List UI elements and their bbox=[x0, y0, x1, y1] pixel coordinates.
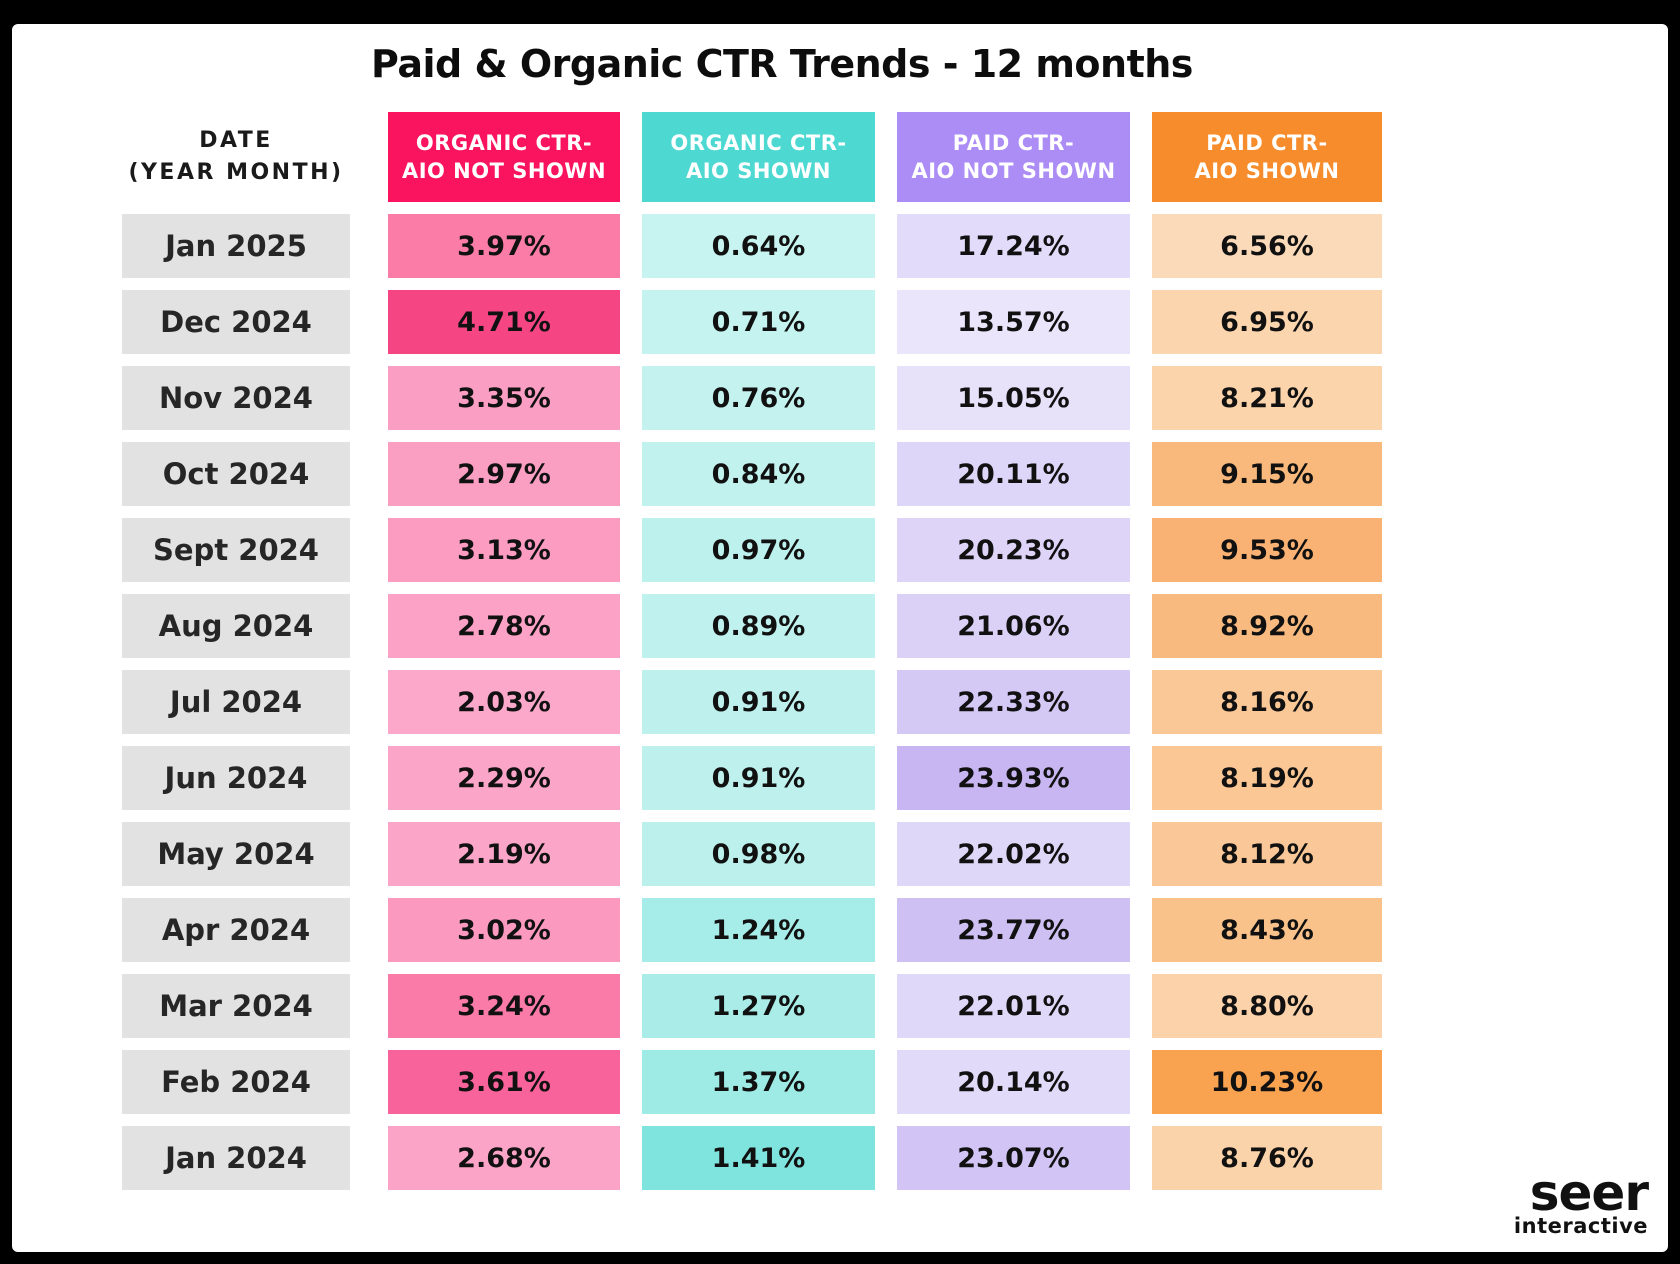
value-cell: 9.15% bbox=[1152, 442, 1382, 506]
header-line2: AIO SHOWN bbox=[1194, 159, 1340, 183]
value-cell: 20.11% bbox=[897, 442, 1130, 506]
value-cell: 9.53% bbox=[1152, 518, 1382, 582]
seer-interactive-logo: seer interactive bbox=[1513, 1163, 1649, 1238]
column-header-organic-ctr-aio-not-shown: ORGANIC CTR- AIO NOT SHOWN bbox=[388, 112, 620, 202]
value-cell: 6.56% bbox=[1152, 214, 1382, 278]
value-cell: 3.13% bbox=[388, 518, 620, 582]
value-cell: 1.37% bbox=[642, 1050, 875, 1114]
value-cell: 1.27% bbox=[642, 974, 875, 1038]
ctr-heatmap-table: DATE (YEAR MONTH) ORGANIC CTR- AIO NOT S… bbox=[122, 112, 1382, 1190]
row-label: Oct 2024 bbox=[122, 442, 350, 506]
value-cell: 6.95% bbox=[1152, 290, 1382, 354]
logo-subtext: interactive bbox=[1513, 1214, 1648, 1238]
row-label: May 2024 bbox=[122, 822, 350, 886]
logo-wordmark: seer bbox=[1529, 1163, 1649, 1222]
value-cell: 0.89% bbox=[642, 594, 875, 658]
value-cell: 15.05% bbox=[897, 366, 1130, 430]
value-cell: 23.77% bbox=[897, 898, 1130, 962]
header-line2: AIO SHOWN bbox=[685, 159, 832, 183]
value-cell: 8.80% bbox=[1152, 974, 1382, 1038]
value-cell: 8.21% bbox=[1152, 366, 1382, 430]
value-cell: 8.92% bbox=[1152, 594, 1382, 658]
date-header-line1: DATE bbox=[199, 128, 273, 154]
row-label: Dec 2024 bbox=[122, 290, 350, 354]
value-cell: 0.84% bbox=[642, 442, 875, 506]
value-cell: 8.16% bbox=[1152, 670, 1382, 734]
header-line1: PAID CTR- bbox=[952, 130, 1075, 155]
value-cell: 20.23% bbox=[897, 518, 1130, 582]
row-label: Jan 2024 bbox=[122, 1126, 350, 1190]
row-label: Aug 2024 bbox=[122, 594, 350, 658]
value-cell: 21.06% bbox=[897, 594, 1130, 658]
value-cell: 23.07% bbox=[897, 1126, 1130, 1190]
value-cell: 13.57% bbox=[897, 290, 1130, 354]
date-column-header: DATE (YEAR MONTH) bbox=[122, 112, 350, 202]
value-cell: 2.19% bbox=[388, 822, 620, 886]
row-label: Mar 2024 bbox=[122, 974, 350, 1038]
value-cell: 0.98% bbox=[642, 822, 875, 886]
header-line1: ORGANIC CTR- bbox=[415, 130, 593, 155]
value-cell: 10.23% bbox=[1152, 1050, 1382, 1114]
value-cell: 17.24% bbox=[897, 214, 1130, 278]
row-label: Sept 2024 bbox=[122, 518, 350, 582]
infographic-canvas: Paid & Organic CTR Trends - 12 months DA… bbox=[12, 24, 1668, 1252]
value-cell: 8.76% bbox=[1152, 1126, 1382, 1190]
value-cell: 1.24% bbox=[642, 898, 875, 962]
value-cell: 2.29% bbox=[388, 746, 620, 810]
value-cell: 3.61% bbox=[388, 1050, 620, 1114]
row-label: Apr 2024 bbox=[122, 898, 350, 962]
row-label: Jul 2024 bbox=[122, 670, 350, 734]
value-cell: 22.33% bbox=[897, 670, 1130, 734]
date-header-line2: (YEAR MONTH) bbox=[128, 160, 344, 185]
value-cell: 3.35% bbox=[388, 366, 620, 430]
value-cell: 3.02% bbox=[388, 898, 620, 962]
value-cell: 0.91% bbox=[642, 746, 875, 810]
value-cell: 0.71% bbox=[642, 290, 875, 354]
header-line1: PAID CTR- bbox=[1206, 130, 1328, 155]
value-cell: 1.41% bbox=[642, 1126, 875, 1190]
value-cell: 0.76% bbox=[642, 366, 875, 430]
value-cell: 2.78% bbox=[388, 594, 620, 658]
value-cell: 20.14% bbox=[897, 1050, 1130, 1114]
row-label: Jan 2025 bbox=[122, 214, 350, 278]
value-cell: 22.01% bbox=[897, 974, 1130, 1038]
value-cell: 8.19% bbox=[1152, 746, 1382, 810]
value-cell: 0.97% bbox=[642, 518, 875, 582]
row-label: Nov 2024 bbox=[122, 366, 350, 430]
column-header-organic-ctr-aio-shown: ORGANIC CTR- AIO SHOWN bbox=[642, 112, 875, 202]
value-cell: 2.03% bbox=[388, 670, 620, 734]
header-line2: AIO NOT SHOWN bbox=[401, 159, 607, 183]
value-cell: 0.91% bbox=[642, 670, 875, 734]
value-cell: 8.43% bbox=[1152, 898, 1382, 962]
value-cell: 3.97% bbox=[388, 214, 620, 278]
value-cell: 22.02% bbox=[897, 822, 1130, 886]
value-cell: 23.93% bbox=[897, 746, 1130, 810]
row-label: Feb 2024 bbox=[122, 1050, 350, 1114]
value-cell: 3.24% bbox=[388, 974, 620, 1038]
row-label: Jun 2024 bbox=[122, 746, 350, 810]
chart-title: Paid & Organic CTR Trends - 12 months bbox=[371, 42, 1193, 86]
value-cell: 2.97% bbox=[388, 442, 620, 506]
value-cell: 4.71% bbox=[388, 290, 620, 354]
header-line2: AIO NOT SHOWN bbox=[911, 159, 1116, 183]
value-cell: 0.64% bbox=[642, 214, 875, 278]
header-line1: ORGANIC CTR- bbox=[670, 130, 847, 155]
column-header-paid-ctr-aio-shown: PAID CTR- AIO SHOWN bbox=[1152, 112, 1382, 202]
value-cell: 8.12% bbox=[1152, 822, 1382, 886]
value-cell: 2.68% bbox=[388, 1126, 620, 1190]
column-header-paid-ctr-aio-not-shown: PAID CTR- AIO NOT SHOWN bbox=[897, 112, 1130, 202]
